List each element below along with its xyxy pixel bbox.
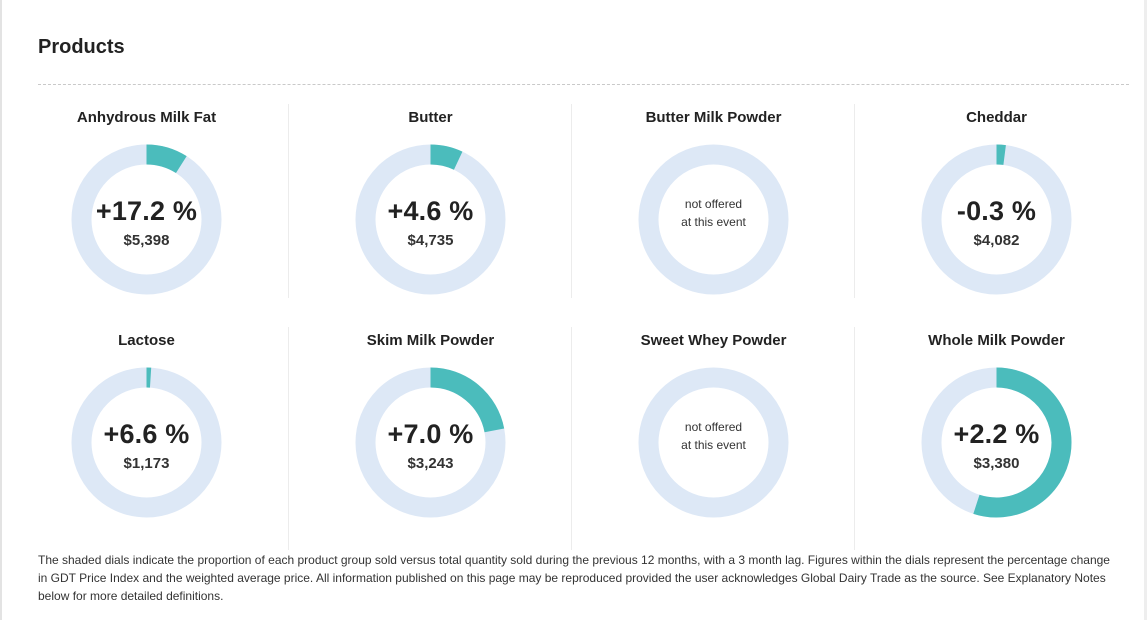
section-title: Products — [38, 36, 125, 58]
dial-track — [638, 367, 789, 518]
title-divider — [38, 84, 1129, 85]
average-price: $3,380 — [973, 455, 1020, 472]
product-name: Lactose — [118, 332, 175, 349]
price-index-change: +2.2 % — [953, 419, 1040, 449]
dial-share-arc — [996, 144, 1006, 165]
dial-share-arc — [146, 144, 187, 174]
product-card-cheddar: Cheddar -0.3 % $4,082 — [854, 104, 1137, 298]
dial-graphic — [921, 144, 1072, 295]
not-offered-line-2: at this event — [681, 215, 746, 229]
dial-graphic — [71, 144, 222, 295]
left-border — [0, 0, 2, 620]
proportion-dial: +4.6 % $4,735 — [355, 144, 506, 295]
dial-graphic — [921, 367, 1072, 518]
product-card-sweet-whey-powder: Sweet Whey Powder not offered at this even… — [571, 327, 854, 550]
dial-track — [638, 144, 789, 295]
not-offered-line-1: not offered — [684, 420, 743, 434]
product-name: Whole Milk Powder — [928, 332, 1065, 349]
product-name: Skim Milk Powder — [366, 332, 495, 349]
products-row-2: Lactose +6.6 % $1,173 Skim Milk Powder +7.0… — [5, 327, 1137, 550]
product-card-butter: Butter +4.6 % $4,735 — [288, 104, 571, 298]
not-offered-text: not offered at this event — [638, 195, 789, 231]
dial-share-arc — [430, 144, 463, 170]
footnote: The shaded dials indicate the proportion… — [38, 553, 1110, 603]
product-card-skim-milk-powder: Skim Milk Powder +7.0 % $3,243 — [288, 327, 571, 550]
product-card-butter-milk-powder: Butter Milk Powder not offered at this eve… — [571, 104, 854, 298]
proportion-dial: not offered at this event — [638, 144, 789, 295]
not-offered-text: not offered at this event — [638, 418, 789, 454]
dial-graphic — [638, 367, 789, 518]
product-name: Sweet Whey Powder — [640, 332, 787, 349]
not-offered-line-1: not offered — [684, 197, 743, 211]
price-index-change: +4.6 % — [387, 196, 474, 226]
average-price: $4,735 — [407, 232, 454, 249]
product-name: Butter Milk Powder — [645, 109, 782, 126]
proportion-dial: -0.3 % $4,082 — [921, 144, 1072, 295]
product-card-whole-milk-powder: Whole Milk Powder +2.2 % $3,380 — [854, 327, 1137, 550]
price-index-change: +17.2 % — [95, 196, 198, 226]
dial-share-arc — [973, 367, 1072, 518]
not-offered-line-2: at this event — [681, 438, 746, 452]
product-name: Anhydrous Milk Fat — [76, 109, 217, 126]
product-card-lactose: Lactose +6.6 % $1,173 — [5, 327, 288, 550]
dial-graphic — [638, 144, 789, 295]
price-index-change: -0.3 % — [956, 196, 1037, 226]
proportion-dial: +2.2 % $3,380 — [921, 367, 1072, 518]
average-price: $5,398 — [123, 232, 170, 249]
proportion-dial: +7.0 % $3,243 — [355, 367, 506, 518]
price-index-change: +7.0 % — [387, 419, 474, 449]
dial-graphic — [355, 144, 506, 295]
product-card-anhydrous-milk-fat: Anhydrous Milk Fat +17.2 % $5,398 — [5, 104, 288, 298]
price-index-change: +6.6 % — [103, 419, 190, 449]
products-row-1: Anhydrous Milk Fat +17.2 % $5,398 Butter +4… — [5, 104, 1137, 327]
dial-graphic — [71, 367, 222, 518]
proportion-dial: not offered at this event — [638, 367, 789, 518]
product-name: Butter — [408, 109, 453, 126]
proportion-dial: +6.6 % $1,173 — [71, 367, 222, 518]
dial-share-arc — [430, 367, 505, 433]
products-grid: Anhydrous Milk Fat +17.2 % $5,398 Butter +4… — [5, 104, 1137, 550]
product-name: Cheddar — [966, 109, 1027, 126]
proportion-dial: +17.2 % $5,398 — [71, 144, 222, 295]
right-scroll-edge — [1144, 0, 1147, 620]
average-price: $4,082 — [973, 232, 1020, 249]
average-price: $1,173 — [123, 455, 170, 472]
average-price: $3,243 — [407, 455, 454, 472]
dial-graphic — [355, 367, 506, 518]
